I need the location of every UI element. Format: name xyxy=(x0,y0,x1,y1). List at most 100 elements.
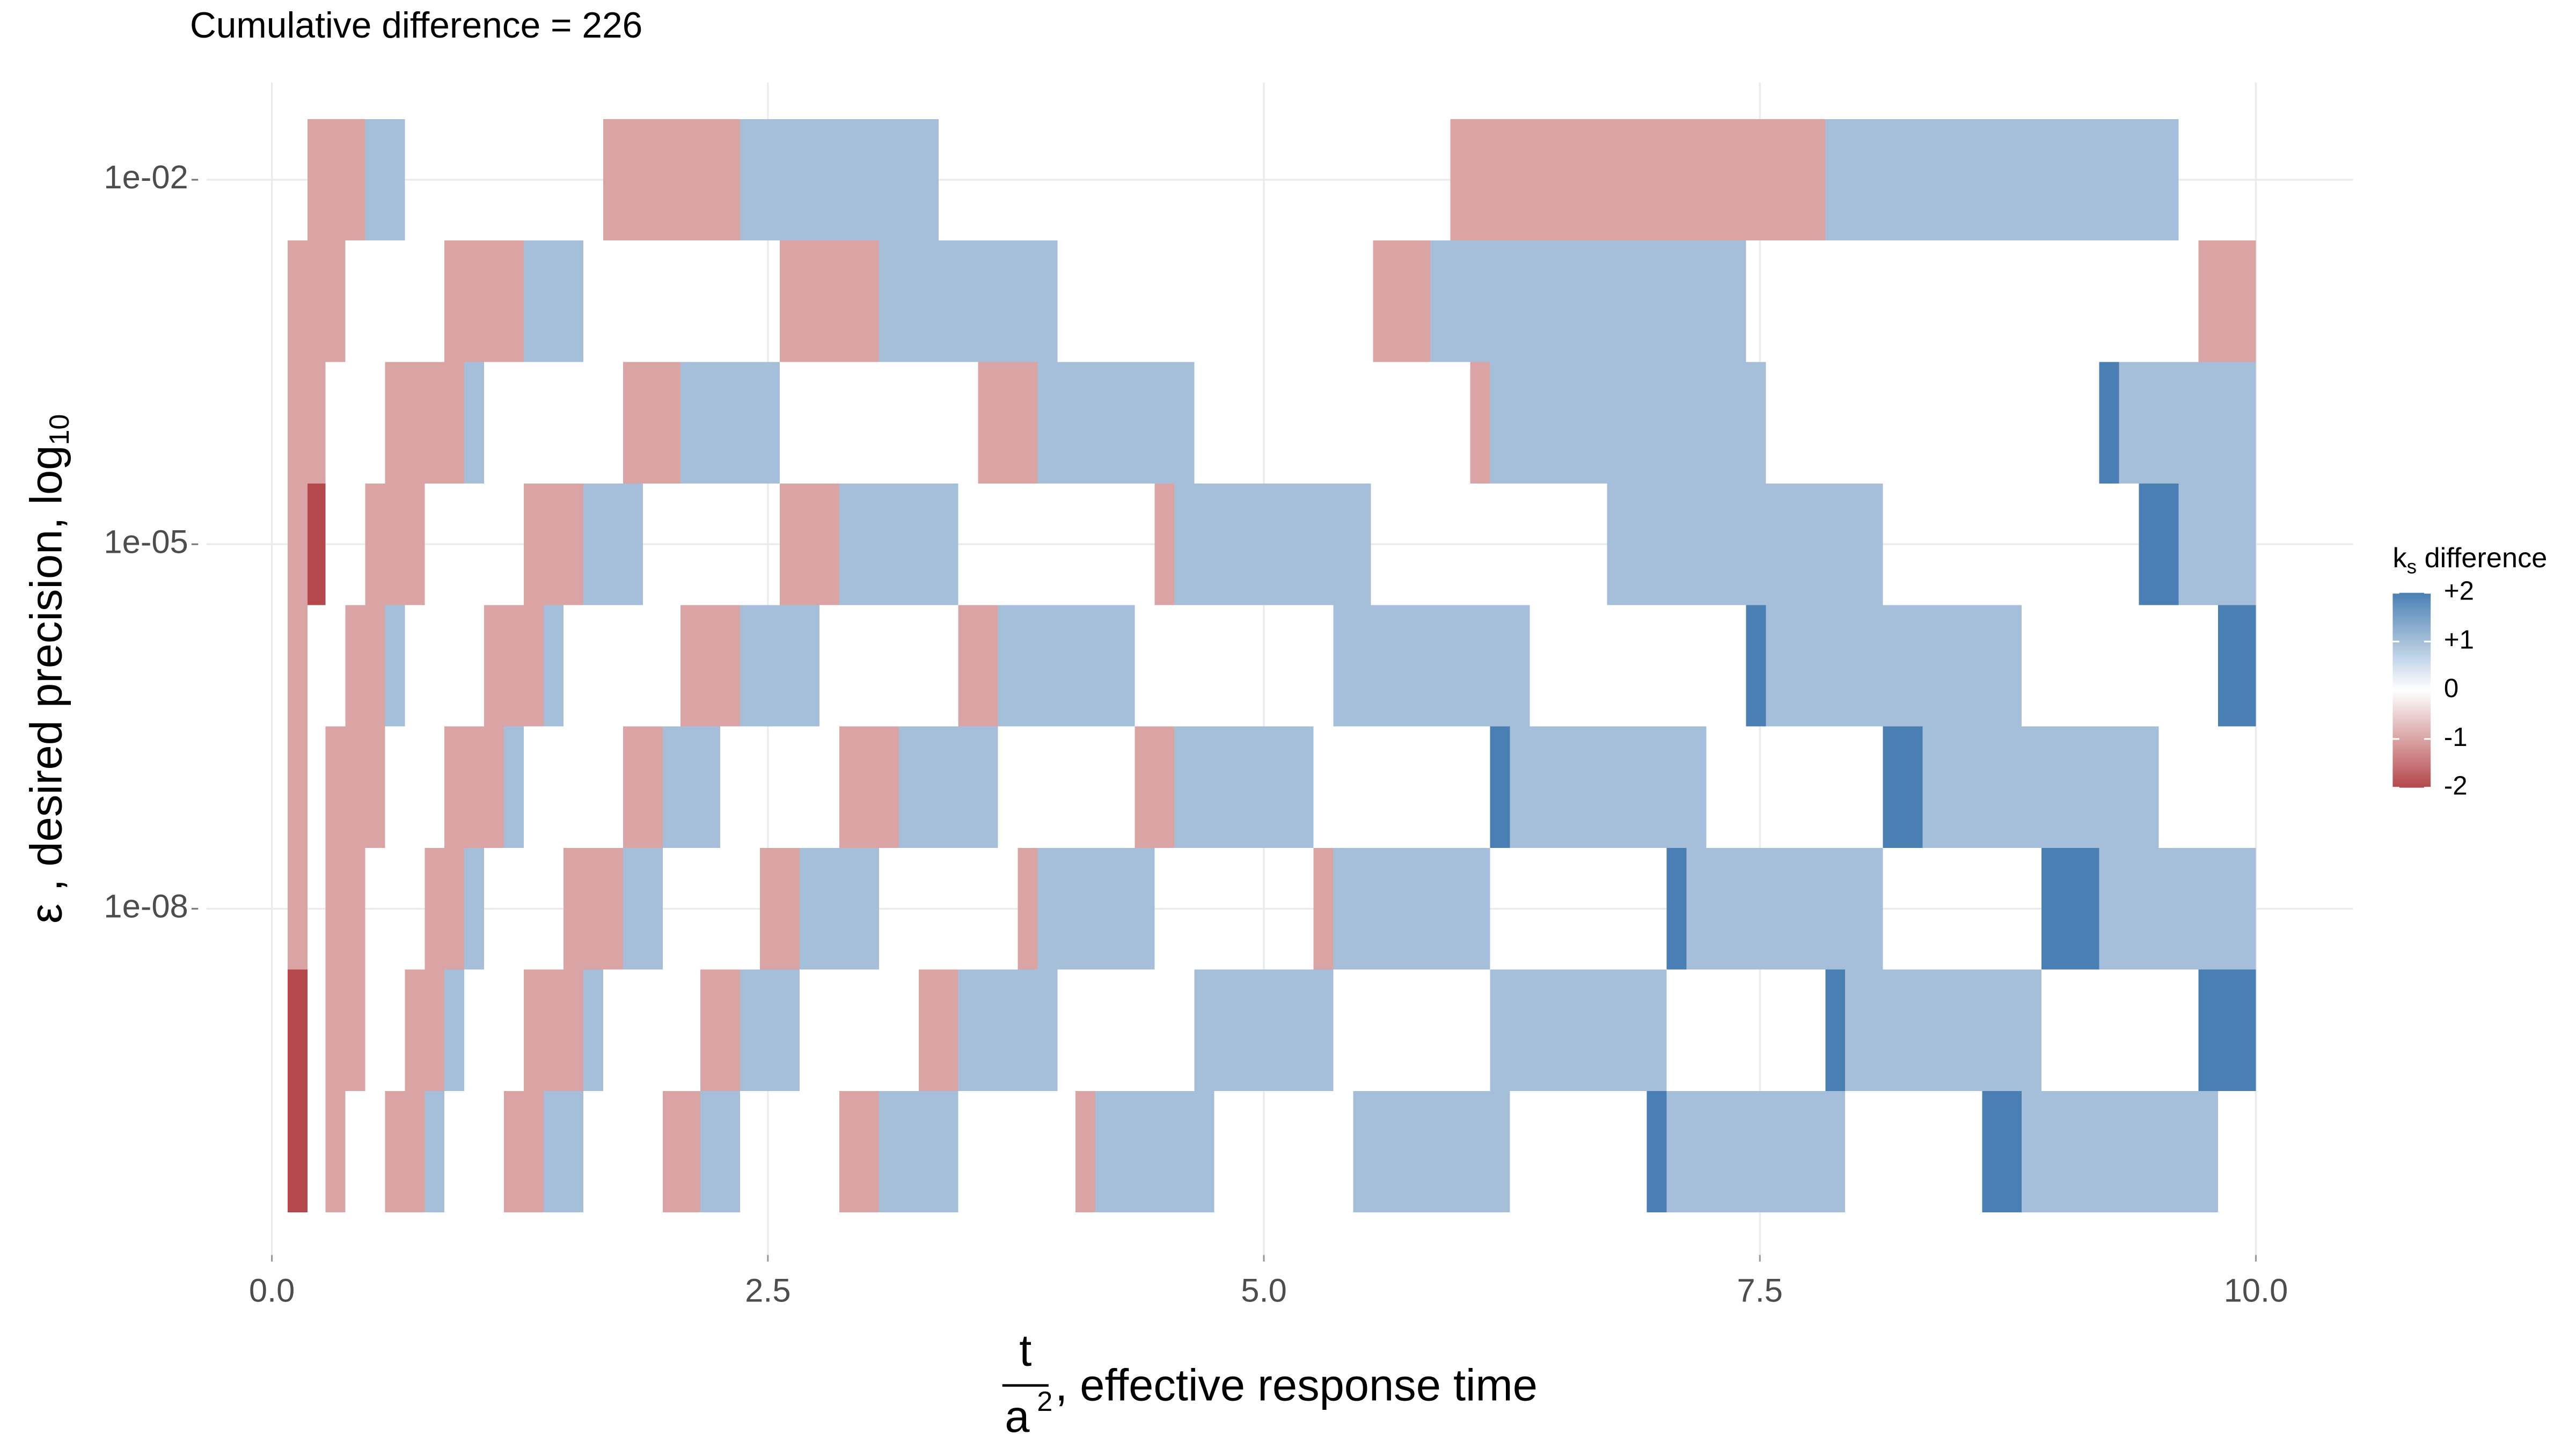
tile xyxy=(1825,119,2179,241)
tile xyxy=(700,969,741,1091)
tile xyxy=(700,1091,741,1213)
tile xyxy=(1845,969,2042,1091)
tile xyxy=(583,483,643,605)
tile xyxy=(524,483,584,605)
tile xyxy=(1766,605,2022,727)
tile xyxy=(325,1091,346,1213)
tile xyxy=(780,483,839,605)
tile xyxy=(2198,240,2256,362)
tile xyxy=(464,362,485,484)
tile xyxy=(760,848,800,970)
tile xyxy=(1746,605,1766,727)
tile xyxy=(1490,362,1766,484)
tile xyxy=(288,362,326,484)
tile xyxy=(444,726,504,848)
tile xyxy=(524,969,584,1091)
legend-title-rest: difference xyxy=(2417,543,2547,574)
chart-title: Cumulative difference = 226 xyxy=(190,5,642,46)
tile xyxy=(1135,726,1175,848)
x-label-numerator: t xyxy=(1019,1326,1031,1375)
tile xyxy=(879,240,1058,362)
tile xyxy=(504,1091,544,1213)
tile xyxy=(288,848,308,970)
tile xyxy=(680,605,741,727)
legend-tick-label: +2 xyxy=(2444,576,2474,606)
tile xyxy=(1075,1091,1095,1213)
tile xyxy=(564,848,623,970)
tile xyxy=(2198,969,2256,1091)
legend-tick-label: 0 xyxy=(2444,674,2458,703)
tile xyxy=(839,483,958,605)
tile xyxy=(740,969,800,1091)
tile xyxy=(288,726,308,848)
tile xyxy=(1430,240,1746,362)
tile xyxy=(385,1091,425,1213)
tile xyxy=(385,362,465,484)
tile xyxy=(998,605,1135,727)
tile xyxy=(1646,1091,1667,1213)
x-label-exponent: 2 xyxy=(1037,1386,1052,1417)
tile xyxy=(444,240,524,362)
tile xyxy=(405,969,445,1091)
tile xyxy=(288,969,308,1091)
tile xyxy=(1037,362,1195,484)
tile xyxy=(740,119,939,241)
tile xyxy=(1607,483,1883,605)
tile xyxy=(1982,1091,2022,1213)
y-label-subscript: 10 xyxy=(44,414,75,445)
tile xyxy=(1194,969,1334,1091)
tile xyxy=(325,848,365,970)
x-label-denominator: a xyxy=(1005,1392,1030,1441)
tile xyxy=(2099,848,2256,970)
tile xyxy=(1037,848,1155,970)
tile xyxy=(365,483,425,605)
tile xyxy=(365,119,405,241)
tile xyxy=(879,1091,958,1213)
tile xyxy=(1510,726,1707,848)
tile xyxy=(839,726,899,848)
tile xyxy=(444,969,465,1091)
tile xyxy=(918,969,958,1091)
tile xyxy=(1018,848,1038,970)
tile xyxy=(1154,483,1175,605)
tile xyxy=(1490,726,1510,848)
tile xyxy=(662,726,721,848)
y-axis-title: ε , desired precision, log10 xyxy=(21,414,75,923)
tile xyxy=(623,726,663,848)
tile xyxy=(623,848,663,970)
tile xyxy=(288,483,308,605)
tile xyxy=(308,119,365,241)
tile xyxy=(1883,726,1923,848)
tile xyxy=(425,1091,445,1213)
tile xyxy=(325,726,385,848)
x-label-text: , effective response time xyxy=(1055,1360,1538,1410)
tile xyxy=(740,605,819,727)
tile xyxy=(484,605,544,727)
tile xyxy=(1174,726,1314,848)
tile xyxy=(1490,969,1667,1091)
x-axis-title: t a 2 , effective response time xyxy=(1002,1326,1538,1441)
tile xyxy=(288,1091,308,1213)
tiles xyxy=(288,119,2256,1213)
tile xyxy=(544,1091,584,1213)
legend-title: ks difference xyxy=(2392,543,2547,577)
tile xyxy=(978,362,1038,484)
tile xyxy=(1666,848,1687,970)
x-tick-label: 2.5 xyxy=(745,1272,791,1309)
tile xyxy=(524,240,584,362)
y-tick-label: 1e-05 xyxy=(104,523,188,560)
tile xyxy=(662,1091,701,1213)
tile xyxy=(958,969,1058,1091)
tile xyxy=(2119,362,2256,484)
x-tick-label: 10.0 xyxy=(2224,1272,2288,1309)
tile xyxy=(898,726,998,848)
tile xyxy=(308,483,326,605)
x-tick-label: 5.0 xyxy=(1241,1272,1287,1309)
tile xyxy=(1313,848,1334,970)
tile xyxy=(583,969,603,1091)
tile xyxy=(325,969,365,1091)
tile xyxy=(544,605,564,727)
tile xyxy=(1373,240,1431,362)
y-tick-label: 1e-02 xyxy=(104,159,188,196)
